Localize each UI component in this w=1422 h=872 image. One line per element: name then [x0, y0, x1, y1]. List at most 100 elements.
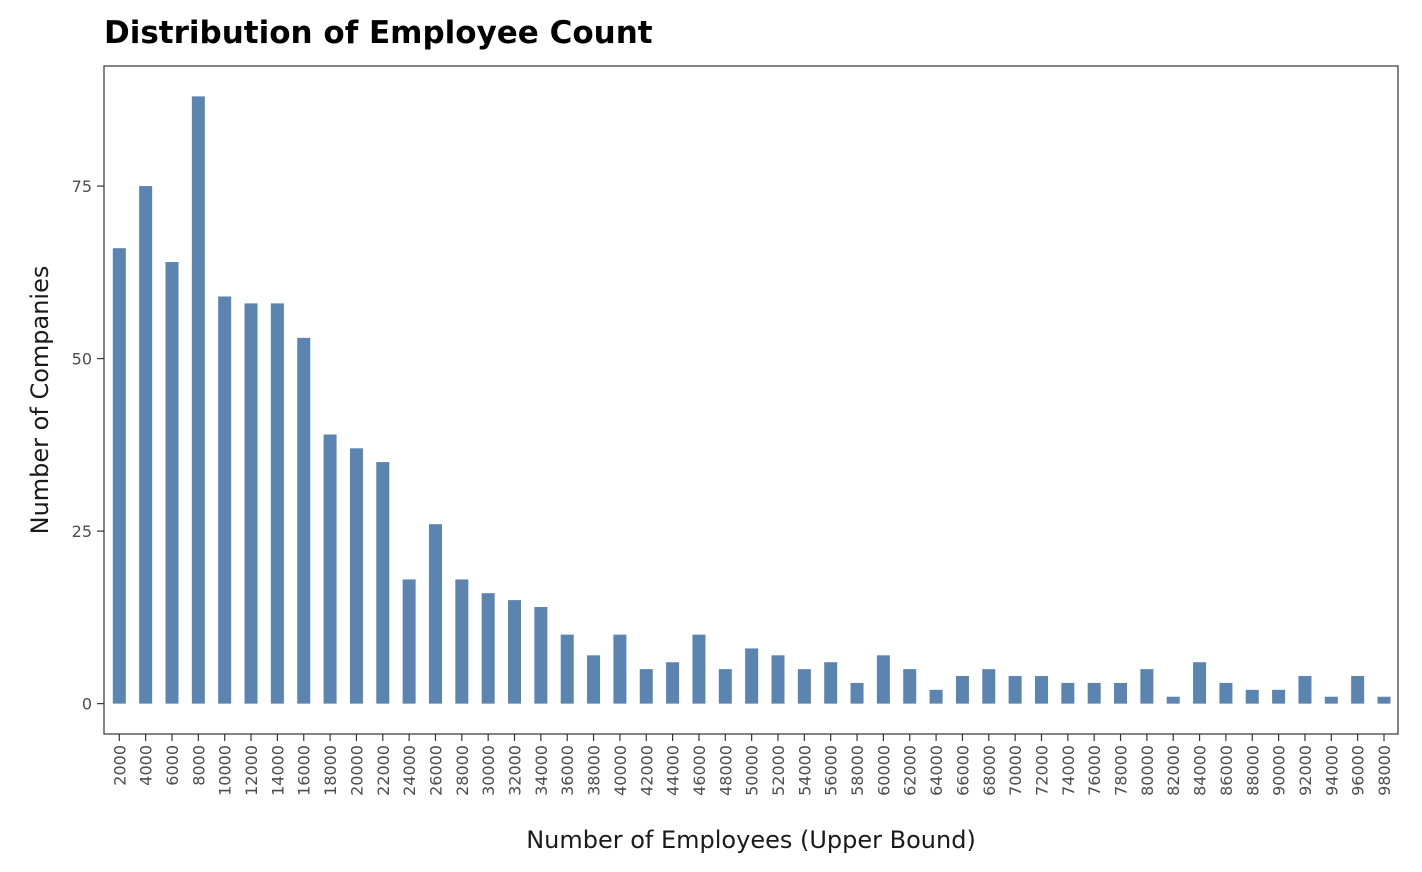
x-tick-label: 26000	[426, 745, 445, 796]
y-tick-label: 75	[72, 177, 92, 196]
bar-82000	[1166, 696, 1180, 704]
bar-52000	[771, 655, 785, 704]
x-tick-label: 24000	[400, 745, 419, 796]
bar-18000	[323, 434, 337, 704]
x-tick-label: 12000	[242, 745, 261, 796]
bar-32000	[508, 600, 522, 704]
bar-4000	[139, 186, 153, 704]
bar-30000	[481, 593, 495, 704]
x-tick-label: 28000	[453, 745, 472, 796]
x-tick-label: 98000	[1375, 745, 1394, 796]
x-tick-label: 18000	[321, 745, 340, 796]
x-tick-label: 88000	[1243, 745, 1262, 796]
bar-72000	[1034, 676, 1048, 704]
x-tick-label: 2000	[110, 745, 129, 786]
x-tick-label: 46000	[690, 745, 709, 796]
bar-96000	[1351, 676, 1365, 704]
bar-8000	[191, 96, 205, 704]
x-tick-label: 10000	[216, 745, 235, 796]
bar-50000	[745, 648, 759, 704]
x-tick-label: 70000	[1006, 745, 1025, 796]
y-tick-label: 0	[82, 695, 92, 714]
x-tick-label: 44000	[664, 745, 683, 796]
x-tick-label: 6000	[163, 745, 182, 786]
bar-10000	[218, 296, 232, 704]
bar-98000	[1377, 696, 1391, 704]
x-tick-label: 68000	[980, 745, 999, 796]
bar-20000	[349, 448, 363, 704]
x-tick-label: 84000	[1191, 745, 1210, 796]
x-tick-label: 22000	[374, 745, 393, 796]
y-axis-ticks: 0 25 50 75	[72, 177, 104, 714]
bar-68000	[982, 669, 996, 704]
bar-66000	[955, 676, 969, 704]
x-tick-label: 94000	[1322, 745, 1341, 796]
bar-70000	[1008, 676, 1022, 704]
x-axis-ticks: 2000 4000 6000 8000 10000 12000 14000 16000 1800…	[110, 734, 1394, 796]
x-tick-label: 78000	[1112, 745, 1131, 796]
bar-92000	[1298, 676, 1312, 704]
bar-56000	[824, 662, 838, 704]
x-tick-label: 14000	[268, 745, 287, 796]
x-tick-label: 38000	[585, 745, 604, 796]
x-tick-label: 62000	[901, 745, 920, 796]
x-tick-label: 82000	[1164, 745, 1183, 796]
y-tick-label: 25	[72, 522, 92, 541]
bar-94000	[1324, 696, 1338, 704]
x-tick-label: 64000	[927, 745, 946, 796]
x-tick-label: 30000	[479, 745, 498, 796]
x-tick-label: 40000	[611, 745, 630, 796]
bar-38000	[587, 655, 601, 704]
y-axis-title: Number of Companies	[26, 266, 54, 535]
x-axis-title: Number of Employees (Upper Bound)	[526, 826, 976, 854]
x-tick-label: 42000	[637, 745, 656, 796]
x-tick-label: 86000	[1217, 745, 1236, 796]
bar-64000	[929, 689, 943, 704]
bar-88000	[1245, 689, 1259, 704]
bar-26000	[428, 524, 442, 704]
x-tick-label: 96000	[1349, 745, 1368, 796]
bar-46000	[692, 634, 706, 704]
x-tick-label: 76000	[1085, 745, 1104, 796]
bar-42000	[639, 669, 653, 704]
x-tick-label: 32000	[506, 745, 525, 796]
bars-group	[112, 96, 1391, 704]
bar-62000	[903, 669, 917, 704]
bar-34000	[534, 607, 548, 704]
bar-22000	[376, 462, 390, 704]
x-tick-label: 56000	[822, 745, 841, 796]
x-tick-label: 8000	[189, 745, 208, 786]
x-tick-label: 34000	[532, 745, 551, 796]
x-tick-label: 74000	[1059, 745, 1078, 796]
x-tick-label: 52000	[769, 745, 788, 796]
x-tick-label: 92000	[1296, 745, 1315, 796]
chart-title: Distribution of Employee Count	[104, 15, 653, 51]
bar-80000	[1140, 669, 1154, 704]
bar-54000	[797, 669, 811, 704]
x-tick-label: 72000	[1032, 745, 1051, 796]
x-tick-label: 36000	[558, 745, 577, 796]
bar-28000	[455, 579, 469, 704]
bar-36000	[560, 634, 574, 704]
x-tick-label: 48000	[716, 745, 735, 796]
x-tick-label: 20000	[347, 745, 366, 796]
x-tick-label: 80000	[1138, 745, 1157, 796]
bar-16000	[297, 337, 311, 704]
bar-24000	[402, 579, 416, 704]
bar-40000	[613, 634, 627, 704]
x-tick-label: 58000	[848, 745, 867, 796]
bar-84000	[1193, 662, 1207, 704]
bar-90000	[1272, 689, 1286, 704]
bar-60000	[876, 655, 890, 704]
bar-44000	[666, 662, 680, 704]
x-tick-label: 90000	[1270, 745, 1289, 796]
bar-76000	[1087, 682, 1101, 704]
x-tick-label: 54000	[795, 745, 814, 796]
plot-panel-border	[103, 65, 1399, 735]
bar-2000	[112, 248, 126, 704]
x-tick-label: 60000	[874, 745, 893, 796]
x-tick-label: 4000	[137, 745, 156, 786]
bar-74000	[1061, 682, 1075, 704]
bar-14000	[270, 303, 284, 704]
